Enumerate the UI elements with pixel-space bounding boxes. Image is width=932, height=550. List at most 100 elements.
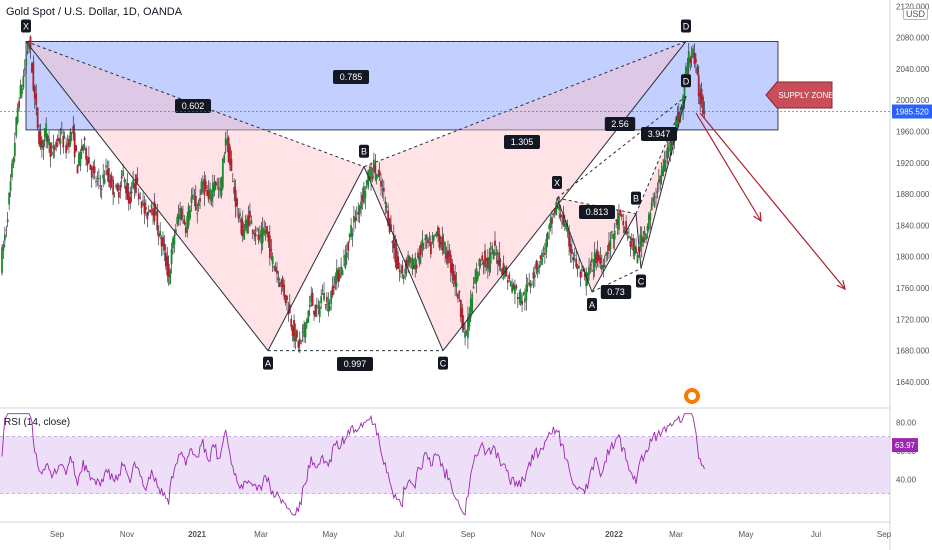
candle-body [581,269,583,271]
candle-body [666,147,669,159]
candle-body [317,305,320,308]
candle-body [496,259,499,265]
candle-body [445,252,448,259]
candle-body [655,196,657,198]
candle-body [303,324,305,337]
candle-body [623,230,626,233]
candle-body [15,117,18,136]
candle-body [444,242,447,255]
candle-body [31,63,33,73]
candle-body [154,212,157,216]
candle-body [556,205,559,209]
currency-badge[interactable]: USD [903,8,929,20]
candle-body [531,283,533,285]
candle-body [45,123,48,141]
candle-body [210,194,213,202]
rsi-value-label: 63.97 [895,441,916,450]
candle-body [612,233,615,239]
candle-body [8,192,11,205]
candle-body [145,207,147,210]
time-tick-label: Sep [50,530,65,539]
candle-body [250,220,253,225]
candle-body [465,331,468,333]
time-tick-label: May [322,530,337,539]
candle-body [613,230,616,240]
candle-body [254,233,257,237]
candle-body [511,284,513,293]
candle-body [85,147,87,160]
ratio-label: 0.813 [586,207,609,217]
candle-body [553,208,556,214]
candle-body [491,246,494,250]
candle-body [55,141,58,147]
candle-body [216,183,219,185]
price-tick-label: 1680.000 [896,347,930,356]
candle-body [99,185,102,187]
pattern-point-label: A [589,300,595,310]
candle-body [233,187,236,194]
candle-body [367,170,370,188]
ratio-label: 0.73 [607,287,625,297]
candle-body [680,104,683,112]
candle-body [535,261,538,270]
candle-body [162,236,164,246]
candle-body [355,213,358,215]
candle-body [566,229,569,233]
ratio-badge [504,135,540,149]
candle-body [284,294,287,304]
candle-body [501,268,504,275]
time-tick-label: Mar [254,530,268,539]
candle-body [283,284,286,297]
candle-body [427,240,429,244]
price-tick-label: 1960.000 [896,127,930,136]
candle-body [694,58,697,63]
candle-body [646,226,649,231]
candle-body [68,138,70,148]
candle-body [518,297,521,299]
candle-body [502,263,505,273]
candle-body [420,244,422,256]
candle-body [139,197,142,198]
candle-body [498,252,501,267]
price-tick-label: 2080.000 [896,34,930,43]
candle-body [310,295,313,303]
candle-body [411,258,414,269]
candle-body [494,240,496,246]
candle-body [462,322,465,331]
candle-body [304,322,307,338]
supply-zone-label: SUPPLY ZONE [778,91,833,100]
candle-body [529,283,532,288]
pattern-point-label: D [683,76,690,86]
candle-body [374,163,377,174]
ratio-badge [337,357,373,371]
time-tick-label: Jul [811,530,821,539]
pattern-point-badge [552,176,562,190]
ratio-badge [175,99,211,113]
candle-body [543,252,546,255]
candle-body [60,131,63,134]
candle-body [176,216,179,224]
pattern-point-label: X [23,21,29,31]
candle-body [486,257,489,269]
pattern-point-badge [681,19,691,33]
candle-body [53,147,56,150]
candle-body [415,264,418,269]
candle-body [482,262,485,264]
candle-body [610,231,613,233]
candle-body [632,238,635,251]
candle-body [135,174,137,193]
candle-body [76,165,79,174]
candle-body [157,233,160,237]
candle-body [95,181,97,183]
candle-body [702,96,704,115]
leg-cd [442,41,687,351]
candle-body [320,296,323,304]
candle-body [562,212,565,226]
candle-body [90,168,93,178]
candle-body [197,202,200,206]
candle-body [1,247,3,274]
candle-body [380,180,382,187]
candle-body [358,206,361,214]
candle-body [253,232,256,235]
